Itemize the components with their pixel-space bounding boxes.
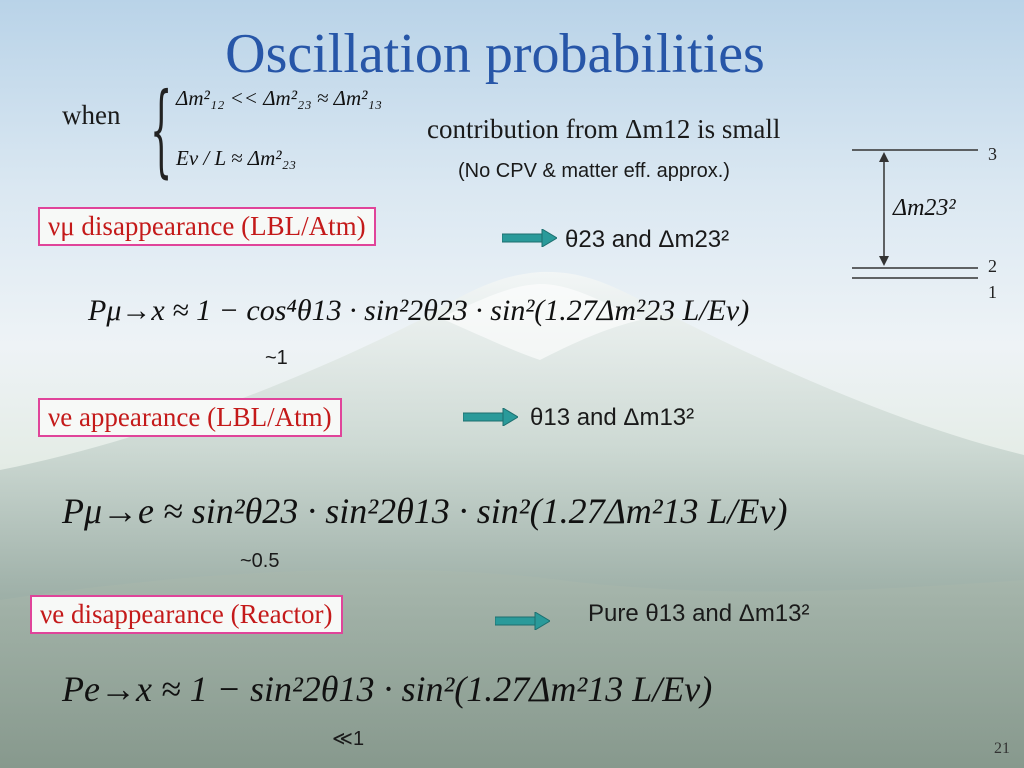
- arrow-right-icon: [495, 612, 550, 630]
- slide-title: Oscillation probabilities: [225, 23, 765, 85]
- mass-level-diagram: [852, 149, 978, 279]
- approx-note: (No CPV & matter eff. approx.): [458, 160, 730, 182]
- page-number: 21: [994, 740, 1010, 757]
- formula-nue-disappearance: Pe→x ≈ 1 − sin²2θ13 · sin²(1.27Δm²13 L/E…: [62, 669, 713, 709]
- level-3-label: 3: [988, 144, 997, 164]
- delta-m23-label: Δm23²: [893, 195, 956, 221]
- result-theta23: θ23 and Δm23²: [565, 226, 730, 253]
- result-theta13: θ13 and Δm13²: [530, 404, 695, 431]
- level-1-label: 1: [988, 282, 997, 302]
- cos-term-approx: ~1: [265, 347, 288, 369]
- condition-line-1: Δm²₁₂ << Δm²₂₃ ≈ Δm²₁₃: [176, 86, 383, 110]
- condition-line-2: Eν / L ≈ Δm²₂₃: [176, 146, 297, 170]
- arrow-right-icon: [502, 229, 557, 247]
- formula-nue-appearance: Pμ→e ≈ sin²θ23 · sin²2θ13 · sin²(1.27Δm²…: [62, 491, 788, 531]
- sin2-theta13-approx: ≪1: [332, 728, 365, 750]
- nue-disappearance-box: νe disappearance (Reactor): [30, 595, 343, 634]
- sin-theta23-approx: ~0.5: [240, 550, 280, 572]
- arrow-right-icon: [463, 408, 518, 426]
- level-2-label: 2: [988, 256, 997, 276]
- when-label: when: [62, 100, 121, 130]
- condition-brace: {: [150, 71, 173, 188]
- numu-disappearance-box: νμ disappearance (LBL/Atm): [38, 207, 376, 246]
- formula-numu-disappearance: Pμ→x ≈ 1 − cos⁴θ13 · sin²2θ23 · sin²(1.2…: [88, 294, 750, 327]
- nue-appearance-box: νe appearance (LBL/Atm): [38, 398, 342, 437]
- contribution-text: contribution from Δm12 is small: [427, 114, 781, 144]
- result-pure-theta13: Pure θ13 and Δm13²: [588, 600, 810, 627]
